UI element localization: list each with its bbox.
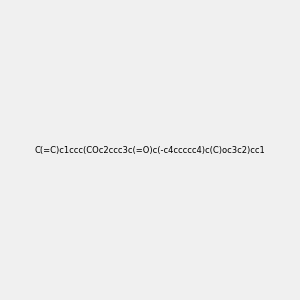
Text: C(=C)c1ccc(COc2ccc3c(=O)c(-c4ccccc4)c(C)oc3c2)cc1: C(=C)c1ccc(COc2ccc3c(=O)c(-c4ccccc4)c(C)… xyxy=(34,146,266,154)
